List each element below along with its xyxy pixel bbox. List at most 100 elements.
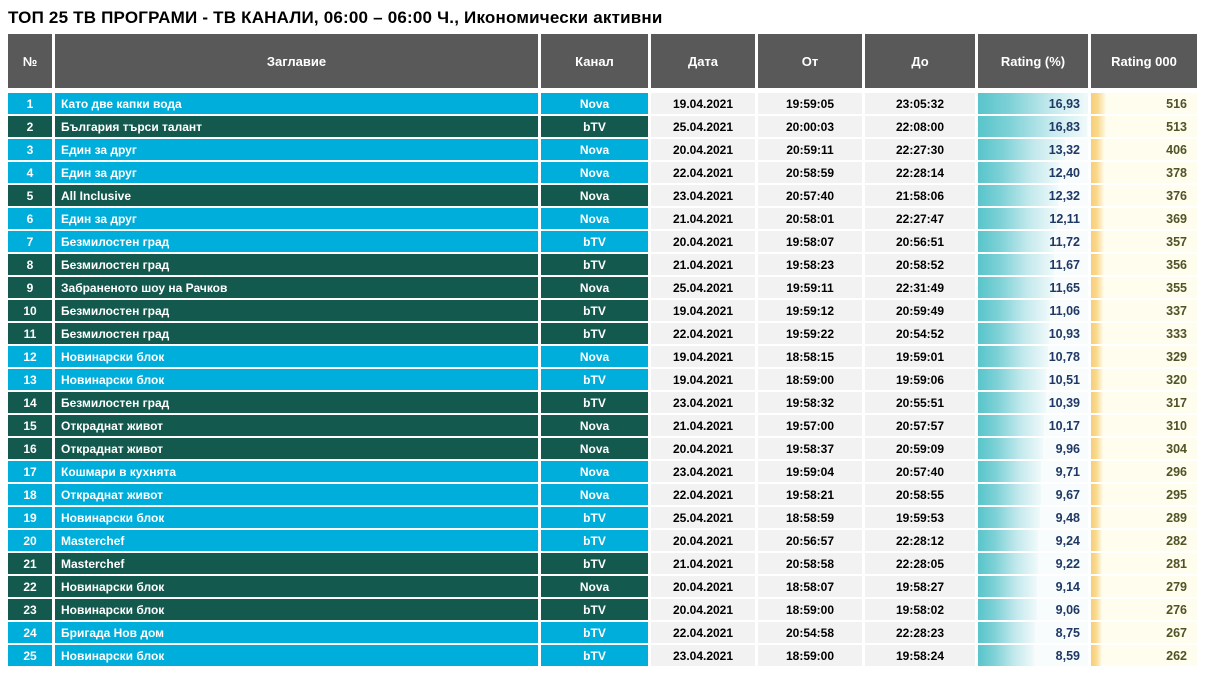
rating-000-cell: 295 [1091,484,1197,505]
rating-pct-data-bar [978,346,1049,367]
rank-cell: 1 [8,93,52,114]
rating-000-cell-value: 282 [1166,533,1187,548]
end-time-cell-value: 22:27:30 [895,142,945,157]
rank-cell-value: 6 [26,211,34,226]
rating-000-cell-value: 304 [1166,441,1187,456]
channel-cell-value: Nova [579,464,610,479]
rating-000-cell: 513 [1091,116,1197,137]
rating-pct-data-bar [978,139,1065,160]
end-time-cell-value: 19:58:27 [895,579,945,594]
rating-pct-cell: 9,71 [978,461,1088,482]
end-time-cell: 20:59:09 [865,438,975,459]
program-title-cell: Бригада Нов дом [55,622,538,643]
program-title-cell-value: Откраднат живот [61,441,163,456]
channel-cell: bTV [541,231,648,252]
rating-pct-cell: 9,06 [978,599,1088,620]
table-body: 1 Като две капки вода Nova 19.04.2021 19:59:… [8,93,1197,666]
program-title-cell: Безмилостен град [55,254,538,275]
date-cell-value: 21.04.2021 [672,556,734,571]
rating-pct-data-bar [978,277,1054,298]
rating-pct-cell: 8,59 [978,645,1088,666]
rating-pct-data-bar [978,392,1046,413]
program-title-cell-value: Кошмари в кухнята [61,464,177,479]
channel-cell: Nova [541,162,648,183]
program-title-cell-value: Безмилостен град [61,257,170,272]
channel-cell-value: Nova [579,579,610,594]
channel-cell: bTV [541,323,648,344]
program-title-cell: Новинарски блок [55,645,538,666]
start-time-cell: 20:57:40 [758,185,862,206]
rating-000-data-bar [1091,576,1102,597]
date-cell-value: 19.04.2021 [672,372,734,387]
channel-cell: Nova [541,415,648,436]
rating-000-cell-value: 329 [1166,349,1187,364]
date-cell: 20.04.2021 [651,438,755,459]
rank-cell: 16 [8,438,52,459]
rank-cell: 14 [8,392,52,413]
end-time-cell-value: 22:28:05 [895,556,945,571]
column-header-5: До [865,34,975,88]
channel-cell: Nova [541,438,648,459]
date-cell: 23.04.2021 [651,645,755,666]
rank-cell: 12 [8,346,52,367]
date-cell-value: 21.04.2021 [672,257,734,272]
channel-cell: bTV [541,254,648,275]
end-time-cell-value: 22:31:49 [895,280,945,295]
rank-cell: 13 [8,369,52,390]
start-time-cell-value: 18:58:07 [785,579,835,594]
date-cell: 19.04.2021 [651,346,755,367]
start-time-cell: 19:58:23 [758,254,862,275]
rating-pct-cell: 10,39 [978,392,1088,413]
program-title-cell-value: Един за друг [61,211,137,226]
start-time-cell: 18:58:59 [758,507,862,528]
rating-pct-cell-value: 8,59 [1055,648,1080,663]
start-time-cell-value: 18:58:59 [785,510,835,525]
rating-pct-cell-value: 10,78 [1048,349,1080,364]
rating-000-cell: 279 [1091,576,1197,597]
rating-000-cell-value: 356 [1166,257,1187,272]
rank-cell-value: 7 [26,234,34,249]
rating-pct-cell-value: 9,22 [1055,556,1080,571]
channel-cell-value: Nova [579,280,610,295]
start-time-cell-value: 19:57:00 [785,418,835,433]
program-title-cell: Masterchef [55,553,538,574]
rating-pct-data-bar [978,415,1045,436]
start-time-cell: 19:58:37 [758,438,862,459]
rating-pct-cell: 10,51 [978,369,1088,390]
column-header-3: Дата [651,34,755,88]
date-cell-value: 22.04.2021 [672,487,734,502]
rating-pct-cell-value: 10,93 [1048,326,1080,341]
rank-cell-value: 2 [26,119,34,134]
rank-cell-value: 9 [26,280,34,295]
rating-000-cell-value: 289 [1166,510,1187,525]
program-title-cell: Безмилостен град [55,300,538,321]
rank-cell: 4 [8,162,52,183]
rating-pct-cell: 12,32 [978,185,1088,206]
rank-cell: 6 [8,208,52,229]
end-time-cell-value: 22:28:14 [895,165,945,180]
rating-pct-data-bar [978,553,1038,574]
rating-000-cell: 267 [1091,622,1197,643]
rank-cell-value: 1 [26,96,34,111]
program-title-cell-value: Новинарски блок [61,602,165,617]
rating-000-data-bar [1091,254,1104,275]
date-cell-value: 21.04.2021 [672,211,734,226]
channel-cell-value: bTV [583,303,606,318]
rating-pct-cell: 12,11 [978,208,1088,229]
end-time-cell-value: 19:59:53 [895,510,945,525]
rating-pct-data-bar [978,438,1043,459]
date-cell-value: 22.04.2021 [672,326,734,341]
rating-000-data-bar [1091,300,1103,321]
rank-cell-value: 15 [23,418,37,433]
end-time-cell-value: 19:59:01 [895,349,945,364]
start-time-cell-value: 20:54:58 [785,625,835,640]
program-title-cell-value: All Inclusive [61,188,132,203]
rating-000-data-bar [1091,231,1104,252]
rating-pct-cell: 10,93 [978,323,1088,344]
end-time-cell: 20:58:55 [865,484,975,505]
end-time-cell-value: 21:58:06 [895,188,945,203]
rating-pct-cell: 8,75 [978,622,1088,643]
table-header: № Заглавие Канал Дата От До Rating (%) Rating 0… [8,34,1197,88]
rating-pct-data-bar [978,507,1040,528]
